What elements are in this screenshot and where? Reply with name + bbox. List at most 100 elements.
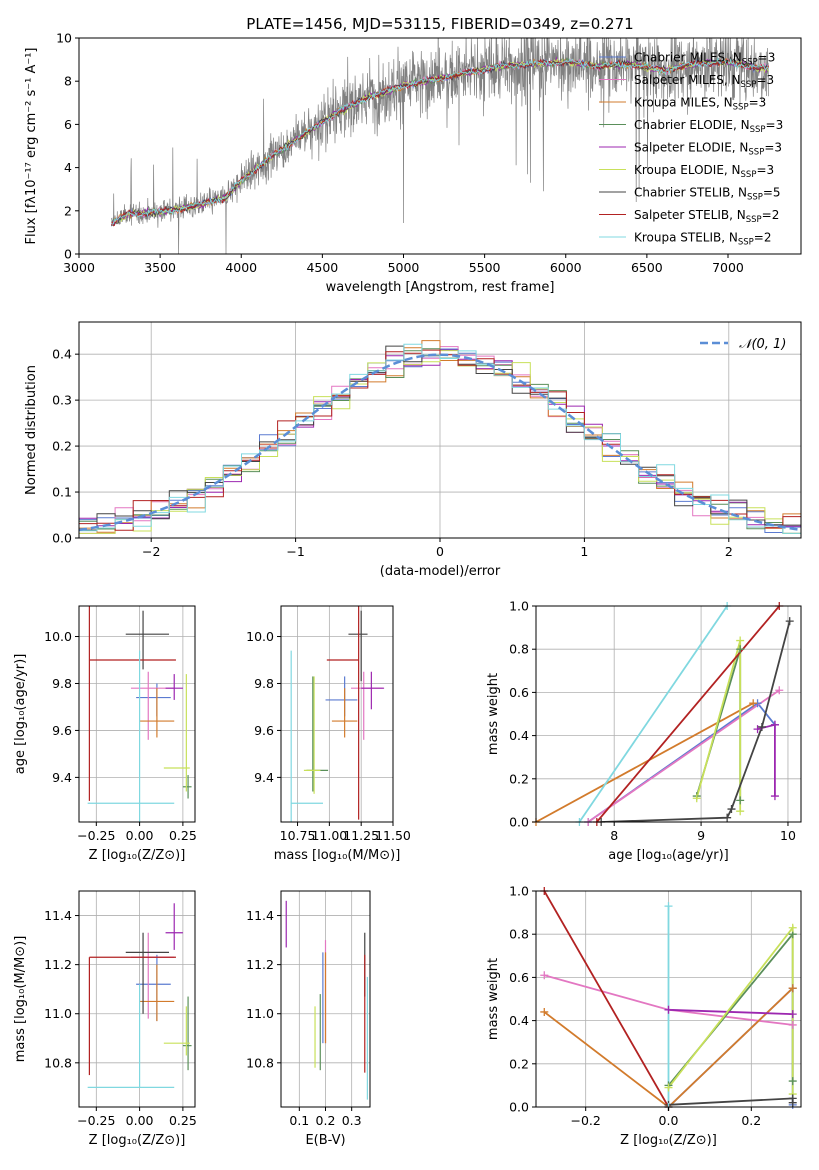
x-tick-label: 11.25 — [343, 828, 379, 843]
y-tick-label: 9.6 — [52, 723, 72, 738]
axes-frame — [535, 605, 802, 823]
y-tick-label: 9.8 — [254, 676, 274, 691]
legend-sub: SSP — [746, 215, 762, 225]
weight-marker — [727, 805, 736, 814]
weight-marker — [788, 923, 797, 932]
weight-marker — [736, 807, 745, 816]
axes-frame — [78, 890, 196, 1108]
x-tick-label: 7000 — [712, 260, 744, 275]
y-tick-label: 0.4 — [509, 1013, 529, 1028]
y-tick-label: 0.2 — [52, 439, 72, 454]
x-axis-label: mass [log₁₀(M/M⊙)] — [274, 848, 401, 863]
x-tick-label: 3000 — [63, 260, 95, 275]
y-tick-label: 6 — [64, 117, 72, 132]
weight-line — [543, 987, 794, 1107]
legend-label: Salpeter MILES, NSSP=3 — [634, 73, 774, 90]
y-tick-label: 10.0 — [44, 629, 72, 644]
weight-line — [695, 640, 742, 812]
x-tick-label: 0.2 — [741, 1113, 761, 1128]
plot-area-0 — [111, 38, 769, 254]
y-tick-label: 0.0 — [509, 815, 529, 830]
x-axis-label: (data-model)/error — [380, 564, 501, 579]
weight-marker — [736, 645, 745, 654]
legend-suffix: =3 — [766, 118, 784, 132]
y-axis-label: age [log₁₀(age/yr)] — [13, 654, 28, 775]
y-tick-label: 10.0 — [246, 629, 274, 644]
legend-name: Kroupa MILES, N — [634, 96, 733, 110]
chart-title: PLATE=1456, MJD=53115, FIBERID=0349, z=0… — [246, 15, 633, 33]
axes-4 — [536, 605, 801, 823]
x-tick-label: 0.3 — [342, 1113, 362, 1128]
y-tick-label: 10.8 — [44, 1055, 72, 1070]
legend-name: Kroupa STELIB, N — [634, 231, 738, 245]
y-tick-label: 1.0 — [509, 884, 529, 899]
weight-marker — [664, 1005, 673, 1014]
x-tick-label: 10 — [780, 828, 796, 843]
x-tick-label: 0.1 — [289, 1113, 309, 1128]
x-tick-label: 11.50 — [375, 828, 411, 843]
legend-name: Salpeter MILES, N — [634, 73, 741, 87]
y-tick-label: 9.6 — [254, 723, 274, 738]
x-tick-label: −1 — [286, 544, 304, 559]
weight-marker — [788, 1077, 797, 1086]
legend-name: Salpeter STELIB, N — [634, 208, 746, 222]
histogram-step — [79, 343, 801, 534]
y-axis-label: mass weight — [486, 673, 501, 755]
weight-line — [587, 689, 780, 822]
legend-sub: SSP — [748, 148, 764, 158]
y-tick-label: 0.2 — [509, 1056, 529, 1071]
plot-area-7 — [543, 891, 794, 1107]
plot-area-1 — [79, 340, 801, 534]
x-tick-label: −0.25 — [77, 828, 115, 843]
x-tick-label: 2 — [725, 544, 733, 559]
weight-marker — [775, 686, 784, 695]
legend-sub: SSP — [750, 125, 766, 135]
plot-area-3 — [290, 606, 385, 822]
x-tick-label: 0.2 — [316, 1113, 336, 1128]
x-tick-label: 6500 — [631, 260, 663, 275]
y-axis-label: mass weight — [486, 958, 501, 1040]
y-tick-label: 11.0 — [246, 1006, 274, 1021]
weight-marker — [749, 699, 758, 708]
legend-label: Chabrier MILES, NSSP=3 — [634, 51, 775, 68]
x-axis-label: Z [log₁₀(Z/Z⊙)] — [89, 848, 186, 863]
y-tick-label: 0.6 — [509, 970, 529, 985]
y-tick-label: 9.8 — [52, 676, 72, 691]
legend-label: Chabrier ELODIE, NSSP=3 — [634, 118, 783, 135]
weight-marker — [770, 792, 779, 801]
model-fit-line — [111, 56, 769, 225]
x-axis-label: age [log₁₀(age/yr)] — [608, 848, 729, 863]
y-tick-label: 0.3 — [52, 393, 72, 408]
weight-line — [668, 1008, 793, 1015]
x-tick-label: −0.2 — [571, 1113, 601, 1128]
weight-line — [668, 1097, 794, 1106]
y-tick-label: 9.4 — [254, 770, 274, 785]
plot-area-5 — [87, 903, 192, 1088]
x-tick-label: 11.00 — [311, 828, 347, 843]
legend-name: Kroupa ELODIE, N — [634, 163, 741, 177]
y-tick-label: 0.2 — [509, 771, 529, 786]
legend-label: Kroupa STELIB, NSSP=2 — [634, 231, 772, 248]
y-tick-label: 0.4 — [509, 728, 529, 743]
axes-frame — [78, 605, 196, 823]
weight-marker — [723, 813, 732, 822]
x-tick-label: 6000 — [550, 260, 582, 275]
x-tick-label: 5500 — [469, 260, 501, 275]
x-tick-label: 3500 — [144, 260, 176, 275]
x-tick-label: 5000 — [388, 260, 420, 275]
axes-frame — [280, 605, 394, 823]
legend-suffix: =3 — [764, 141, 782, 155]
legend-label: Salpeter STELIB, NSSP=2 — [634, 208, 779, 225]
x-axis-label: E(B-V) — [305, 1133, 345, 1148]
x-tick-label: 4000 — [225, 260, 257, 275]
axes-3 — [281, 606, 394, 822]
weight-line — [536, 702, 754, 822]
legend-label: Kroupa MILES, NSSP=3 — [634, 96, 766, 113]
legend-sub: SSP — [742, 58, 758, 68]
x-tick-label: 0.25 — [169, 828, 197, 843]
weight-marker — [664, 902, 673, 911]
y-tick-label: 11.4 — [246, 908, 274, 923]
legend-name: Salpeter ELODIE, N — [634, 141, 748, 155]
legend-suffix: =2 — [754, 231, 772, 245]
